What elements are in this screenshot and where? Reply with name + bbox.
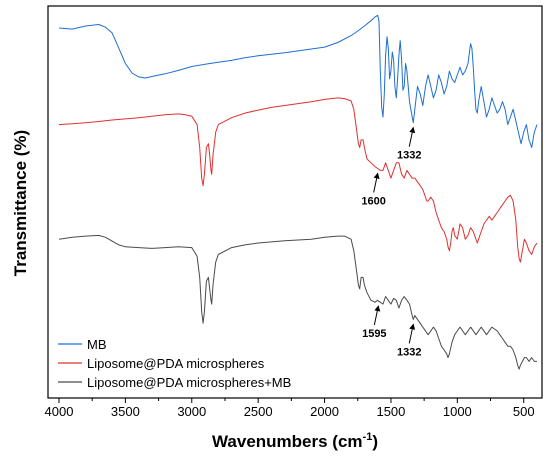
series-line-2 <box>58 97 538 263</box>
x-axis-title-main: Wavenumbers (cm <box>212 432 363 451</box>
series-layer <box>58 14 538 370</box>
annotation-1332: 1332 <box>397 126 421 162</box>
x-axis-title-close: ) <box>372 432 378 451</box>
x-tick-label-3000: 3000 <box>177 404 206 419</box>
annotation-1595: 1595 <box>362 305 387 340</box>
annotation-arrow <box>408 126 416 147</box>
y-axis-title: Transmittance (%) <box>11 130 30 276</box>
annotation-arrow <box>373 172 380 193</box>
x-tick-label-2500: 2500 <box>244 404 273 419</box>
annotation-label: 1332 <box>397 150 421 162</box>
plot-frame <box>47 5 543 399</box>
annotation-label: 1600 <box>361 196 385 208</box>
legend-label-liposome-pda: Liposome@PDA microspheres <box>87 356 265 371</box>
x-tick-label-500: 500 <box>513 404 535 419</box>
x-tick-label-4000: 4000 <box>45 404 74 419</box>
x-tick-label-2000: 2000 <box>310 404 339 419</box>
legend-label-liposome-pda-mb: Liposome@PDA microspheres+MB <box>87 375 291 390</box>
x-tick-label-1500: 1500 <box>376 404 405 419</box>
series-line-3 <box>58 234 537 370</box>
annotation-1600: 1600 <box>361 172 386 208</box>
series-line-1 <box>58 14 538 148</box>
annotation-1332: 1332 <box>397 323 421 358</box>
x-tick-label-1000: 1000 <box>443 404 472 419</box>
legend: MB Liposome@PDA microspheres Liposome@PD… <box>58 337 291 390</box>
x-axis-title-superscript: -1 <box>363 431 373 443</box>
annotation-arrow <box>408 323 416 344</box>
annotation-arrow <box>373 305 381 326</box>
x-tick-label-3500: 3500 <box>111 404 140 419</box>
x-axis-title: Wavenumbers (cm-1) <box>212 431 378 451</box>
legend-label-mb: MB <box>87 337 107 352</box>
annotation-label: 1595 <box>362 328 386 340</box>
annotation-label: 1332 <box>397 346 421 358</box>
annotation-layer: 1332 1600 1595 1332 <box>361 126 421 358</box>
x-axis-ticks: 4000 3500 3000 2500 2000 1500 1000 500 <box>45 398 535 419</box>
